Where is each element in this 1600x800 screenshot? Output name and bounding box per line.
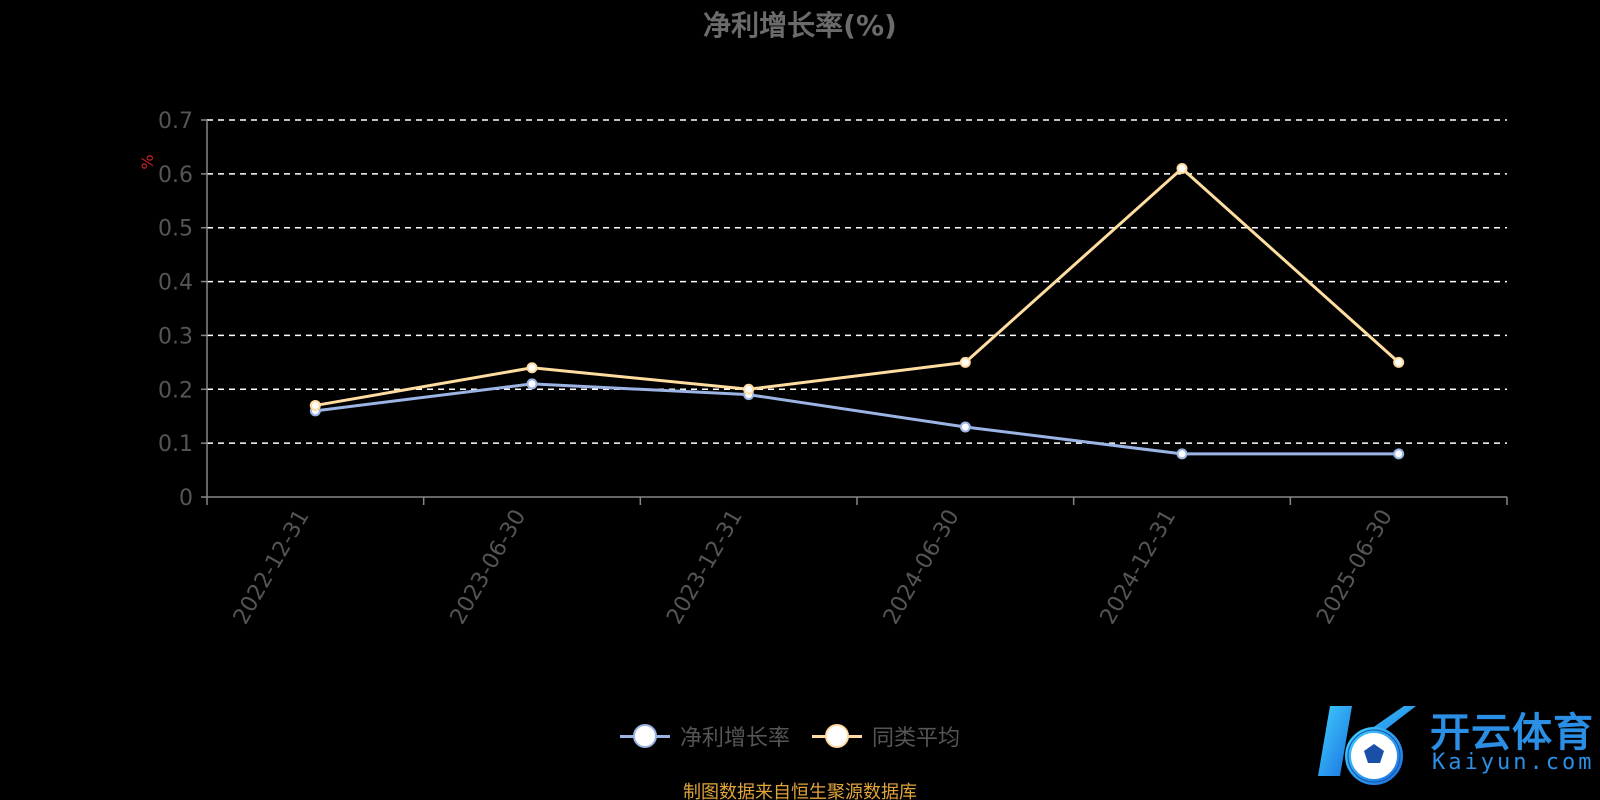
y-tick-label: 0.2: [158, 378, 193, 403]
x-tick-label: 2024-06-30: [879, 506, 965, 629]
legend-label-series-1: 净利增长率: [680, 726, 791, 751]
source-note: 制图数据来自恒生聚源数据库: [683, 782, 917, 800]
legend: 净利增长率 同类平均: [620, 718, 982, 754]
data-point: [309, 399, 321, 411]
grid-layer: [207, 119, 1507, 444]
legend-label-series-2: 同类平均: [872, 726, 961, 751]
x-tick-label: 2023-12-31: [662, 506, 748, 629]
data-point: [1393, 356, 1405, 368]
legend-item-series-2[interactable]: 同类平均: [812, 720, 960, 752]
data-point: [526, 362, 538, 374]
data-point: [1176, 162, 1188, 174]
x-tick-label: 2023-06-30: [446, 506, 532, 629]
legend-item-series-1[interactable]: 净利增长率: [620, 720, 790, 752]
y-tick-label: 0.6: [158, 163, 193, 188]
y-tick-label: 0.1: [158, 432, 193, 457]
kaiyun-logo-icon: [1318, 706, 1416, 785]
y-tick-label: 0.7: [158, 109, 193, 134]
y-tick-label: 0.4: [158, 271, 193, 296]
x-tick-label: 2025-06-30: [1312, 506, 1398, 629]
series-line-2: [315, 166, 1400, 407]
data-point: [526, 378, 538, 390]
watermark-logo: 开云体育 Kaiyun.com: [1312, 698, 1595, 788]
legend-swatch-series-2: [812, 723, 863, 749]
x-tick-label: 2022-12-31: [229, 506, 315, 629]
chart-title: 净利增长率(%): [703, 9, 897, 42]
y-tick-label: 0.3: [158, 324, 193, 349]
data-point: [743, 383, 755, 395]
series-line-1: [315, 382, 1399, 456]
data-point: [959, 421, 971, 433]
data-point: [959, 356, 971, 368]
series-layer: [309, 162, 1405, 460]
y-axis-label: %: [138, 154, 157, 169]
legend-swatch-series-1: [620, 723, 670, 749]
watermark-cn-text: 开云体育: [1430, 710, 1594, 756]
y-tick-label: 0: [179, 486, 193, 511]
y-tick-label: 0.5: [158, 217, 193, 242]
x-tick-label: 2024-12-31: [1096, 506, 1182, 629]
data-point: [1176, 448, 1188, 460]
axis-layer: 0 0.1 0.2 0.3 0.4 0.5 0.6 0.7 2022-12-31 2023-06-…: [158, 109, 1508, 629]
watermark-en-text: Kaiyun.com: [1432, 750, 1595, 775]
data-point: [1393, 448, 1405, 460]
